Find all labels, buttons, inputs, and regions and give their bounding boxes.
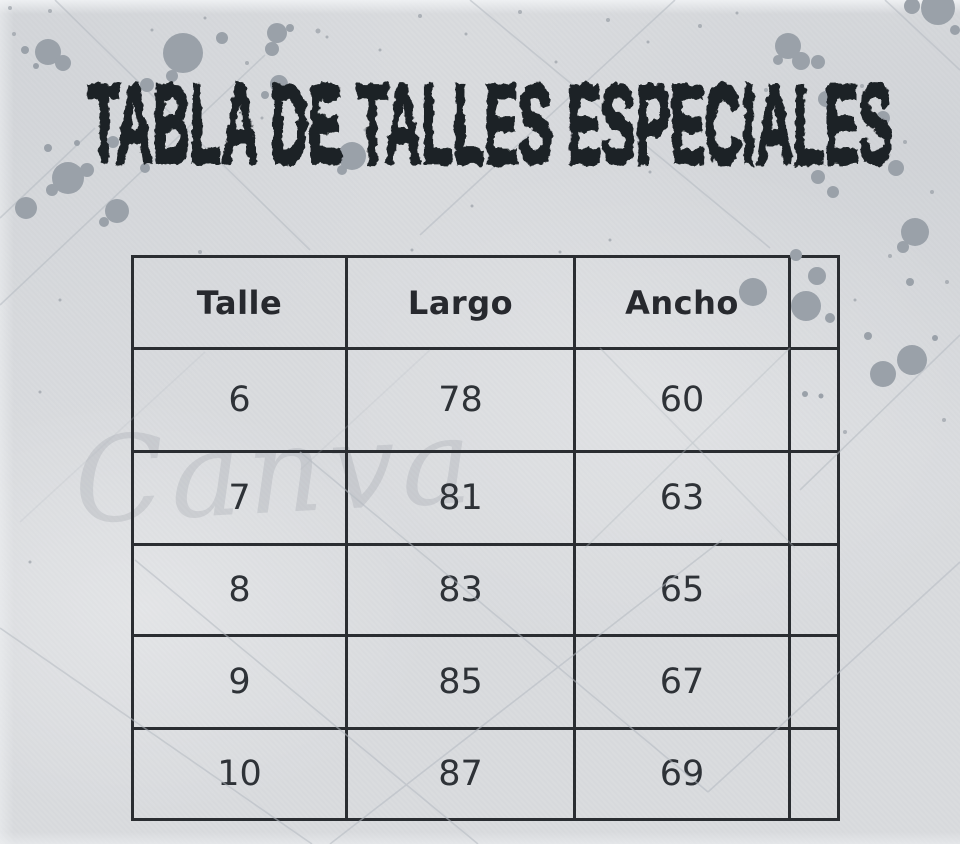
cell-extra	[788, 543, 840, 637]
cell-extra	[788, 634, 840, 730]
cell-ancho: 67	[573, 634, 791, 730]
cell-talle: 8	[131, 543, 348, 637]
table-row: 6 78 60	[131, 347, 840, 453]
cell-talle: 9	[131, 634, 348, 730]
cell-largo: 81	[345, 450, 576, 546]
cell-extra	[788, 727, 840, 821]
header-cell-largo: Largo	[345, 255, 576, 350]
cell-extra	[788, 347, 840, 453]
cell-extra	[788, 450, 840, 546]
table-row: 7 81 63	[131, 450, 840, 546]
cell-ancho: 65	[573, 543, 791, 637]
header-cell-ancho: Ancho	[573, 255, 791, 350]
cell-talle: 10	[131, 727, 348, 821]
size-table: Talle Largo Ancho 6 78 60 7 81 63	[131, 255, 840, 821]
cell-largo: 78	[345, 347, 576, 453]
cell-largo: 85	[345, 634, 576, 730]
table-row: 8 83 65	[131, 543, 840, 637]
cell-ancho: 69	[573, 727, 791, 821]
table-row: 10 87 69	[131, 727, 840, 821]
size-table-container: Talle Largo Ancho 6 78 60 7 81 63	[131, 255, 840, 821]
cell-talle: 6	[131, 347, 348, 453]
table-row: 9 85 67	[131, 634, 840, 730]
table-header-row: Talle Largo Ancho	[131, 255, 840, 350]
cell-ancho: 60	[573, 347, 791, 453]
header-cell-extra	[788, 255, 840, 350]
cell-largo: 83	[345, 543, 576, 637]
header-cell-talle: Talle	[131, 255, 348, 350]
cell-largo: 87	[345, 727, 576, 821]
cell-talle: 7	[131, 450, 348, 546]
cell-ancho: 63	[573, 450, 791, 546]
